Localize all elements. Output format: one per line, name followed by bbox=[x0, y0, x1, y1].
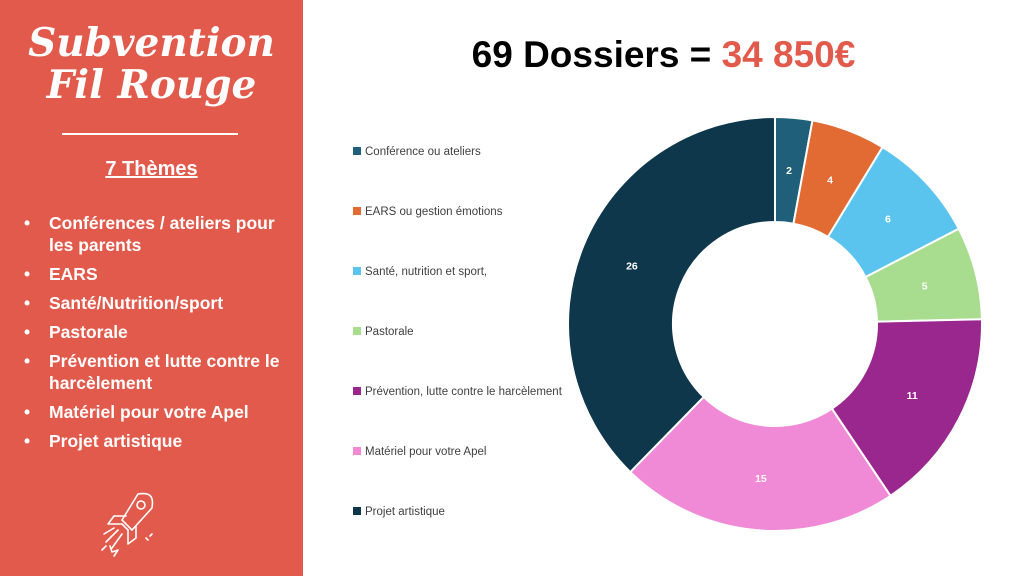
theme-label: Santé/Nutrition/sport bbox=[49, 293, 224, 313]
legend-item: Matériel pour votre Apel bbox=[353, 444, 486, 460]
legend-swatch bbox=[353, 507, 361, 515]
slice-data-label: 5 bbox=[922, 281, 928, 293]
theme-label: Prévention et lutte contre le harcèlemen… bbox=[49, 351, 280, 393]
bullet: • bbox=[24, 293, 31, 313]
legend-item: EARS ou gestion émotions bbox=[353, 204, 502, 220]
legend-label: Santé, nutrition et sport, bbox=[365, 266, 488, 278]
left-panel: Subvention Fil Rouge 7 Thèmes • Conférenc… bbox=[0, 0, 303, 576]
legend-label: Matériel pour votre Apel bbox=[365, 446, 487, 458]
donut-svg: 2 4 6 5 11 15 26 bbox=[567, 116, 983, 532]
legend-swatch bbox=[353, 147, 361, 155]
slice-data-label: 6 bbox=[885, 214, 891, 226]
themes-list: • Conférences / ateliers pour les parents… bbox=[22, 212, 292, 459]
legend-swatch bbox=[353, 447, 361, 455]
theme-label: Conférences / ateliers pour les parents bbox=[49, 213, 275, 255]
legend-label: Pastorale bbox=[365, 326, 414, 338]
theme-item: • Conférences / ateliers pour les parents bbox=[22, 212, 292, 256]
donut-slice bbox=[567, 116, 776, 474]
theme-item: • Pastorale bbox=[22, 321, 292, 343]
bullet: • bbox=[24, 351, 31, 371]
title-amount: 34 850€ bbox=[721, 34, 856, 75]
theme-item: • Santé/Nutrition/sport bbox=[22, 292, 292, 314]
theme-item: • Prévention et lutte contre le harcèleme… bbox=[22, 350, 292, 394]
donut-slice bbox=[628, 395, 892, 532]
bullet: • bbox=[24, 402, 31, 422]
theme-label: Pastorale bbox=[49, 322, 128, 342]
legend-swatch bbox=[353, 267, 361, 275]
bullet: • bbox=[24, 431, 31, 451]
legend-swatch bbox=[353, 327, 361, 335]
legend-item: Prévention, lutte contre le harcèlement bbox=[353, 384, 562, 400]
legend-swatch bbox=[353, 387, 361, 395]
legend-label: EARS ou gestion émotions bbox=[365, 206, 503, 218]
slice-data-label: 4 bbox=[827, 175, 833, 187]
theme-label: Projet artistique bbox=[49, 431, 183, 451]
legend-label: Projet artistique bbox=[365, 506, 445, 518]
donut-chart: 2 4 6 5 11 15 26 bbox=[562, 116, 988, 532]
legend-item: Projet artistique bbox=[353, 504, 445, 520]
themes-heading: 7 Thèmes bbox=[105, 158, 198, 180]
theme-item: • EARS bbox=[22, 263, 292, 285]
legend-item: Santé, nutrition et sport, bbox=[353, 264, 487, 280]
legend-item: Pastorale bbox=[353, 324, 414, 340]
slice-data-label: 15 bbox=[755, 473, 767, 485]
legend-item: Conférence ou ateliers bbox=[353, 144, 481, 160]
rocket-icon bbox=[98, 488, 160, 558]
bullet: • bbox=[24, 213, 31, 233]
donut-slice bbox=[830, 318, 983, 498]
brand-title: Subvention Fil Rouge bbox=[0, 22, 303, 106]
bullet: • bbox=[24, 264, 31, 284]
legend-swatch bbox=[353, 207, 361, 215]
theme-item: • Projet artistique bbox=[22, 430, 292, 452]
slice-data-label: 26 bbox=[626, 261, 638, 273]
title-divider bbox=[62, 133, 238, 135]
theme-label: Matériel pour votre Apel bbox=[49, 402, 249, 422]
brand-title-line1: Subvention bbox=[28, 20, 275, 66]
legend-label: Prévention, lutte contre le harcèlement bbox=[365, 386, 562, 398]
slice-data-label: 2 bbox=[786, 165, 792, 177]
main-title: 69 Dossiers = 34 850€ bbox=[303, 34, 1024, 76]
legend-label: Conférence ou ateliers bbox=[365, 146, 481, 158]
theme-item: • Matériel pour votre Apel bbox=[22, 401, 292, 423]
theme-label: EARS bbox=[49, 264, 98, 284]
title-prefix: 69 Dossiers = bbox=[471, 34, 712, 75]
bullet: • bbox=[24, 322, 31, 342]
slice-data-label: 11 bbox=[907, 390, 918, 402]
brand-title-line2: Fil Rouge bbox=[46, 62, 257, 108]
